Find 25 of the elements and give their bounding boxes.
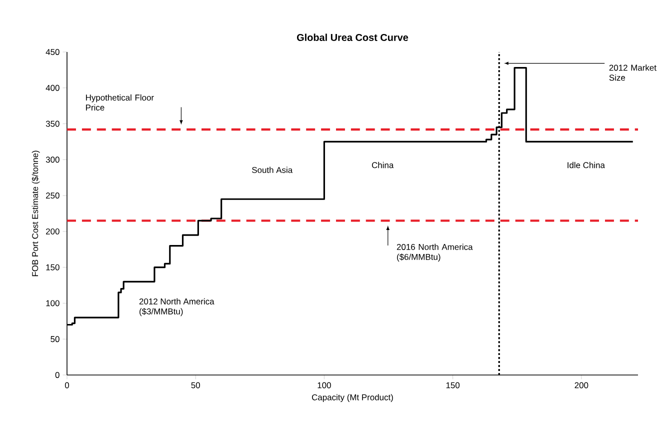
annotation: Idle China: [568, 162, 605, 168]
y-tick-label: 150: [46, 264, 60, 270]
annotation: South Asia: [252, 166, 293, 173]
y-tick-label: 100: [46, 300, 60, 306]
y-axis-title: FOB Port Cost Estimate ($/tonne): [32, 150, 40, 276]
y-tick-label: 300: [46, 156, 60, 163]
x-tick-label: 200: [574, 382, 588, 388]
y-tick-label: 200: [46, 228, 60, 234]
y-tick-label: 0: [55, 372, 60, 378]
y-tick-label: 400: [46, 84, 60, 91]
y-tick-label: 250: [46, 192, 60, 199]
ref-line-label: 2012 Market Size: [609, 64, 656, 81]
x-tick-label: 150: [446, 382, 460, 388]
y-tick-label: 350: [46, 120, 60, 127]
annotation: China: [372, 162, 394, 168]
x-axis-title: Capacity (Mt Product): [312, 394, 393, 402]
chart-title: Global Urea Cost Curve: [297, 34, 408, 41]
y-tick-label: 450: [46, 49, 60, 55]
annotation: 2012 North America ($3/MMBtu): [139, 298, 214, 316]
ref-line-label: 2016 North America ($6/MMBtu): [396, 244, 473, 262]
ref-line-label: Hypothetical Floor Price: [86, 94, 154, 111]
y-tick-label: 50: [50, 336, 60, 342]
x-tick-label: 100: [318, 382, 331, 388]
x-tick-label: 50: [191, 382, 200, 388]
x-tick-label: 0: [64, 382, 70, 388]
